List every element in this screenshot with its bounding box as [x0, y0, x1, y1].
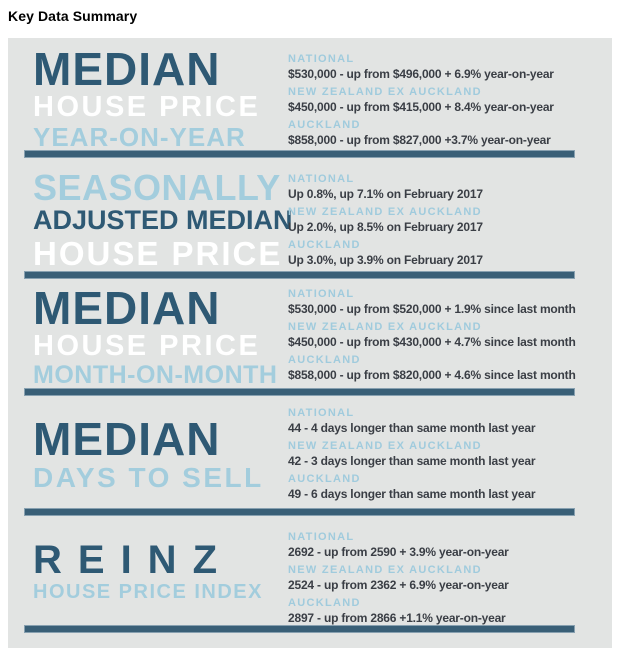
- stat-label: NEW ZEALAND EX AUCKLAND: [288, 564, 482, 576]
- section-stats-block: NATIONAL $530,000 - up from $520,000 + 1…: [288, 279, 612, 388]
- section-divider: [24, 150, 575, 158]
- stat-label: AUCKLAND: [288, 354, 361, 366]
- stat-value: $858,000 - up from $820,000 + 4.6% since…: [288, 368, 576, 382]
- section-divider: [24, 508, 575, 516]
- title-line: HOUSE PRICE: [33, 235, 283, 272]
- summary-panel: MEDIAN HOUSE PRICE YEAR-ON-YEAR NATIONAL…: [8, 38, 612, 648]
- section-title-block: SEASONALLY ADJUSTED MEDIAN HOUSE PRICE: [8, 158, 293, 273]
- stat-nz-ex-auckland: NEW ZEALAND EX AUCKLAND 42 - 3 days long…: [288, 439, 610, 470]
- section-title-block: MEDIAN DAYS TO SELL: [8, 396, 288, 508]
- section-title-block: MEDIAN HOUSE PRICE YEAR-ON-YEAR: [8, 38, 288, 152]
- stat-label: NEW ZEALAND EX AUCKLAND: [288, 440, 482, 452]
- stat-auckland: AUCKLAND $858,000 - up from $827,000 +3.…: [288, 118, 610, 149]
- section-seasonally-adjusted-median: SEASONALLY ADJUSTED MEDIAN HOUSE PRICE N…: [8, 158, 612, 273]
- section-stats-block: NATIONAL 2692 - up from 2590 + 3.9% year…: [288, 516, 612, 625]
- section-stats-block: NATIONAL Up 0.8%, up 7.1% on February 20…: [288, 158, 612, 271]
- section-divider: [24, 625, 575, 633]
- stat-value: $450,000 - up from $430,000 + 4.7% since…: [288, 335, 576, 349]
- section-title-block: REINZ HOUSE PRICE INDEX: [8, 516, 288, 625]
- stat-value: 49 - 6 days longer than same month last …: [288, 487, 536, 501]
- stat-label: NEW ZEALAND EX AUCKLAND: [288, 206, 482, 218]
- title-line: REINZ: [33, 538, 233, 582]
- stat-label: NATIONAL: [288, 53, 355, 65]
- stat-label: AUCKLAND: [288, 119, 361, 131]
- title-line: SEASONALLY: [33, 167, 281, 208]
- section-divider: [24, 388, 575, 396]
- stat-national: NATIONAL 44 - 4 days longer than same mo…: [288, 406, 610, 437]
- stat-nz-ex-auckland: NEW ZEALAND EX AUCKLAND Up 2.0%, up 8.5%…: [288, 205, 610, 236]
- stat-auckland: AUCKLAND Up 3.0%, up 3.9% on February 20…: [288, 238, 610, 269]
- title-line: HOUSE PRICE: [33, 91, 261, 123]
- section-stats-block: NATIONAL 44 - 4 days longer than same mo…: [288, 396, 612, 508]
- stat-value: 2692 - up from 2590 + 3.9% year-on-year: [288, 545, 509, 559]
- title-line: MEDIAN: [33, 43, 221, 95]
- title-line: HOUSE PRICE: [33, 330, 261, 362]
- title-line: MEDIAN: [33, 282, 221, 334]
- stat-value: 42 - 3 days longer than same month last …: [288, 454, 536, 468]
- stat-nz-ex-auckland: NEW ZEALAND EX AUCKLAND $450,000 - up fr…: [288, 320, 610, 351]
- stat-value: Up 2.0%, up 8.5% on February 2017: [288, 220, 483, 234]
- stat-national: NATIONAL $530,000 - up from $496,000 + 6…: [288, 52, 610, 83]
- stat-label: NEW ZEALAND EX AUCKLAND: [288, 86, 482, 98]
- title-line: YEAR-ON-YEAR: [33, 122, 246, 152]
- stat-label: NEW ZEALAND EX AUCKLAND: [288, 321, 482, 333]
- stat-nz-ex-auckland: NEW ZEALAND EX AUCKLAND $450,000 - up fr…: [288, 85, 610, 116]
- stat-label: AUCKLAND: [288, 597, 361, 609]
- page-title: Key Data Summary: [8, 8, 138, 24]
- stat-value: $530,000 - up from $496,000 + 6.9% year-…: [288, 67, 554, 81]
- stat-auckland: AUCKLAND 2897 - up from 2866 +1.1% year-…: [288, 596, 610, 627]
- stat-value: 2897 - up from 2866 +1.1% year-on-year: [288, 611, 506, 625]
- title-line: MEDIAN: [33, 413, 221, 465]
- section-median-house-price-mom: MEDIAN HOUSE PRICE MONTH-ON-MONTH NATION…: [8, 279, 612, 389]
- stat-value: Up 0.8%, up 7.1% on February 2017: [288, 187, 483, 201]
- stat-value: 2524 - up from 2362 + 6.9% year-on-year: [288, 578, 509, 592]
- stat-value: $450,000 - up from $415,000 + 8.4% year-…: [288, 100, 554, 114]
- section-reinz-house-price-index: REINZ HOUSE PRICE INDEX NATIONAL 2692 - …: [8, 516, 612, 625]
- title-line: DAYS TO SELL: [33, 462, 264, 493]
- title-line: MONTH-ON-MONTH: [33, 361, 278, 389]
- stat-label: NATIONAL: [288, 531, 355, 543]
- stat-label: AUCKLAND: [288, 239, 361, 251]
- stat-auckland: AUCKLAND $858,000 - up from $820,000 + 4…: [288, 353, 610, 384]
- section-median-days-to-sell: MEDIAN DAYS TO SELL NATIONAL 44 - 4 days…: [8, 396, 612, 508]
- stat-value: $858,000 - up from $827,000 +3.7% year-o…: [288, 133, 551, 147]
- stat-label: NATIONAL: [288, 407, 355, 419]
- stat-label: AUCKLAND: [288, 473, 361, 485]
- stat-label: NATIONAL: [288, 173, 355, 185]
- section-stats-block: NATIONAL $530,000 - up from $496,000 + 6…: [288, 38, 612, 150]
- section-divider: [24, 271, 575, 279]
- stat-nz-ex-auckland: NEW ZEALAND EX AUCKLAND 2524 - up from 2…: [288, 563, 610, 594]
- stat-value: $530,000 - up from $520,000 + 1.9% since…: [288, 302, 576, 316]
- section-median-house-price-yoy: MEDIAN HOUSE PRICE YEAR-ON-YEAR NATIONAL…: [8, 38, 612, 152]
- stat-auckland: AUCKLAND 49 - 6 days longer than same mo…: [288, 472, 610, 503]
- title-line: ADJUSTED MEDIAN: [33, 205, 293, 235]
- title-line: HOUSE PRICE INDEX: [33, 581, 263, 603]
- stat-national: NATIONAL $530,000 - up from $520,000 + 1…: [288, 287, 610, 318]
- section-title-block: MEDIAN HOUSE PRICE MONTH-ON-MONTH: [8, 279, 288, 389]
- stat-national: NATIONAL 2692 - up from 2590 + 3.9% year…: [288, 530, 610, 561]
- stat-value: Up 3.0%, up 3.9% on February 2017: [288, 253, 483, 267]
- stat-national: NATIONAL Up 0.8%, up 7.1% on February 20…: [288, 172, 610, 203]
- stat-value: 44 - 4 days longer than same month last …: [288, 421, 536, 435]
- stat-label: NATIONAL: [288, 288, 355, 300]
